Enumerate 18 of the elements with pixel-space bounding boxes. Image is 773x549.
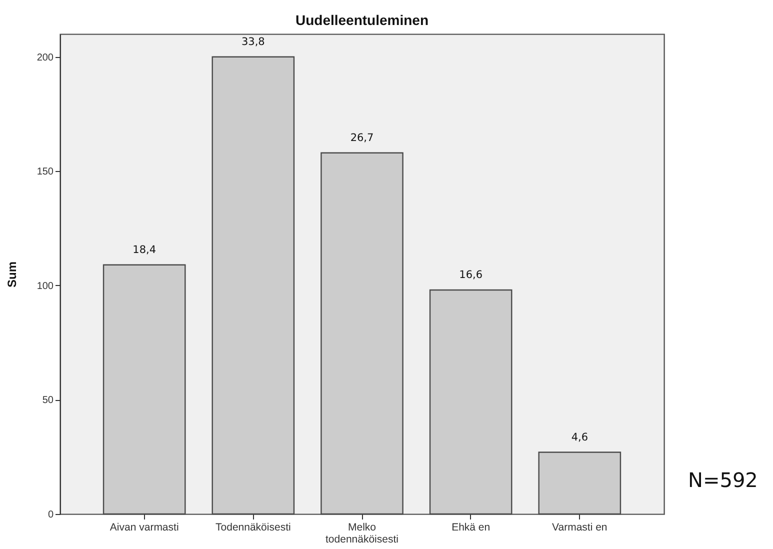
x-tick-label: Aivan varmasti (110, 522, 179, 534)
y-tick-label: 100 (36, 280, 54, 292)
y-tick-label: 50 (42, 395, 54, 406)
annotation: 16,6 (459, 269, 483, 281)
chart-title: Uudelleentuleminen (295, 12, 429, 28)
annotation: 33,8 (241, 36, 265, 48)
x-tick-label: Todennäköisesti (216, 522, 291, 534)
y-tick-label: 0 (48, 510, 54, 520)
annotation: 18,4 (132, 244, 156, 256)
text: N=592 (688, 468, 758, 492)
annotation: 26,7 (350, 132, 374, 144)
y-tick-label: 150 (36, 166, 54, 178)
y-tick-label: 200 (36, 52, 54, 64)
x-tick-label: Melko todennäköisesti (326, 522, 398, 546)
x-tick-label: Ehkä en (452, 522, 490, 534)
annotation: 4,6 (571, 431, 588, 444)
x-tick-label: Varmasti en (552, 522, 608, 534)
y-axis-title: Sum (4, 261, 19, 288)
